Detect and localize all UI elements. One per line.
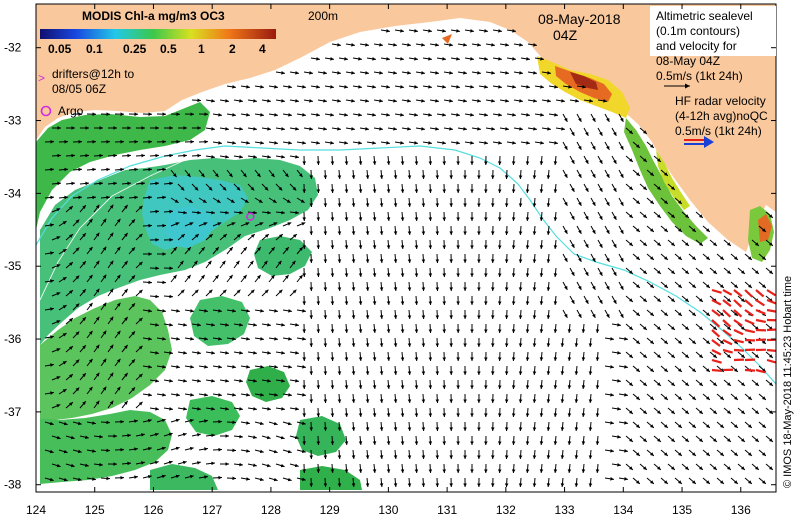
hf-legend-line: (4-12h avg)noQC [675, 109, 768, 123]
x-tick-label: 124 [26, 503, 46, 517]
hf-radar-arrow [745, 340, 755, 341]
y-tick-label: -32 [4, 41, 22, 55]
hf-radar-arrow [745, 370, 755, 371]
hf-radar-arrow [734, 350, 744, 351]
time-label: 04Z [553, 27, 578, 43]
colorbar-tick: 1 [198, 42, 205, 56]
hf-radar-arrow [767, 350, 777, 351]
x-tick-label: 133 [555, 503, 575, 517]
altimetry-legend-line: 0.5m/s (1kt 24h) [656, 69, 743, 83]
altimetry-legend-line: and velocity for [656, 39, 737, 53]
altimetry-legend-line: (0.1m contours) [656, 24, 740, 38]
y-tick-label: -33 [4, 114, 22, 128]
hf-radar-arrow [712, 370, 722, 371]
x-tick-label: 130 [378, 503, 398, 517]
colorbar-tick: 0.5 [160, 42, 177, 56]
colorbar-tick: 0.25 [123, 42, 147, 56]
x-tick-label: 134 [613, 503, 633, 517]
x-tick-label: 135 [672, 503, 692, 517]
colorbar-tick: 4 [259, 42, 266, 56]
colorbar-gradient [40, 29, 276, 39]
hf-legend-line: HF radar velocity [675, 94, 766, 108]
x-tick-label: 136 [731, 503, 751, 517]
drifter-symbol: > [38, 71, 45, 85]
x-tick-label: 126 [143, 503, 163, 517]
altimetry-legend-line: Altimetric sealevel [656, 9, 753, 23]
colorbar-tick: 2 [229, 42, 236, 56]
x-tick-label: 132 [496, 503, 516, 517]
x-tick-label: 127 [202, 503, 222, 517]
x-tick-label: 128 [261, 503, 281, 517]
date-label: 08-May-2018 [538, 11, 621, 27]
drifters-legend-line: drifters@12h to [52, 67, 135, 81]
y-tick-label: -34 [4, 186, 22, 200]
y-tick-label: -37 [4, 405, 22, 419]
hf-legend-line: 0.5m/s (1kt 24h) [675, 124, 762, 138]
altimetry-legend-line: 08-May 04Z [656, 54, 720, 68]
drifters-legend-line: 08/05 06Z [52, 82, 106, 96]
colorbar-title: MODIS Chl-a mg/m3 OC3 [82, 9, 225, 23]
x-tick-label: 125 [85, 503, 105, 517]
x-tick-label: 129 [320, 503, 340, 517]
y-tick-label: -38 [4, 478, 22, 492]
colorbar-tick: 0.1 [86, 42, 103, 56]
colorbar-tick: 0.05 [48, 42, 72, 56]
credit-text: © IMOS 18-May-2018 11:45:23 Hobart time [782, 276, 794, 488]
x-tick-label: 131 [437, 503, 457, 517]
argo-legend-label: Argo [58, 104, 84, 118]
isobath-label: 200m [308, 9, 338, 23]
y-tick-label: -35 [4, 259, 22, 273]
y-tick-label: -36 [4, 332, 22, 346]
